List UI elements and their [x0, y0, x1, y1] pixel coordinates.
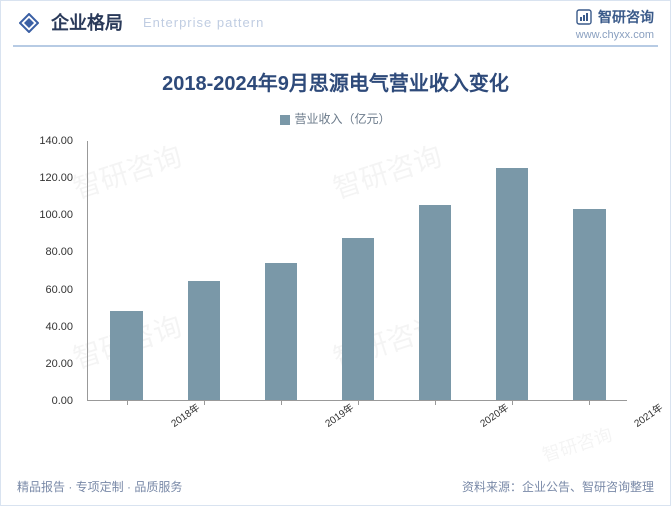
footer: 精品报告 · 专项定制 · 品质服务 资料来源：企业公告、智研咨询整理 [17, 478, 654, 495]
brand-block: 智研咨询 www.chyxx.com [576, 7, 654, 41]
bar [419, 205, 451, 400]
x-tick-label: 2018年 [167, 417, 176, 430]
chart-area: 0.0020.0040.0060.0080.00100.00120.00140.… [31, 141, 631, 421]
x-tick-label: 2019年 [322, 417, 331, 430]
bar [573, 209, 605, 400]
y-tick-label: 140.00 [39, 135, 73, 147]
bar [265, 263, 297, 400]
brand-url: www.chyxx.com [576, 29, 654, 41]
legend-swatch [280, 115, 290, 125]
header-title-en: Enterprise pattern [143, 15, 264, 30]
brand-logo-icon [576, 9, 592, 25]
y-tick-label: 40.00 [45, 321, 73, 333]
diamond-icon [19, 13, 39, 33]
footer-right: 资料来源：企业公告、智研咨询整理 [462, 478, 654, 495]
y-tick-label: 20.00 [45, 358, 73, 370]
footer-left: 精品报告 · 专项定制 · 品质服务 [17, 478, 182, 495]
plot-area [87, 141, 627, 401]
y-tick-label: 0.00 [52, 395, 73, 407]
x-axis-labels: 2018年2019年2020年2021年2022年2023年2024年前三季度 [87, 403, 627, 463]
header-title-cn: 企业格局 [51, 9, 123, 35]
y-tick-label: 80.00 [45, 246, 73, 258]
legend: 营业收入（亿元） [1, 110, 670, 127]
y-tick-label: 120.00 [39, 172, 73, 184]
x-tick-label: 2021年 [630, 417, 639, 430]
bar [188, 281, 220, 400]
bar [342, 238, 374, 400]
header: 企业格局 Enterprise pattern 智研咨询 www.chyxx.c… [13, 1, 658, 47]
y-tick-label: 60.00 [45, 284, 73, 296]
y-tick-label: 100.00 [39, 209, 73, 221]
x-tick-label: 2020年 [476, 417, 485, 430]
brand-name: 智研咨询 [598, 7, 654, 27]
legend-label: 营业收入（亿元） [294, 112, 390, 126]
y-axis: 0.0020.0040.0060.0080.00100.00120.00140.… [31, 141, 81, 421]
chart-title: 2018-2024年9月思源电气营业收入变化 [1, 67, 670, 96]
bar [110, 311, 142, 400]
chart-card: { "header": { "title_cn": "企业格局", "title… [0, 0, 671, 506]
bar [496, 168, 528, 400]
